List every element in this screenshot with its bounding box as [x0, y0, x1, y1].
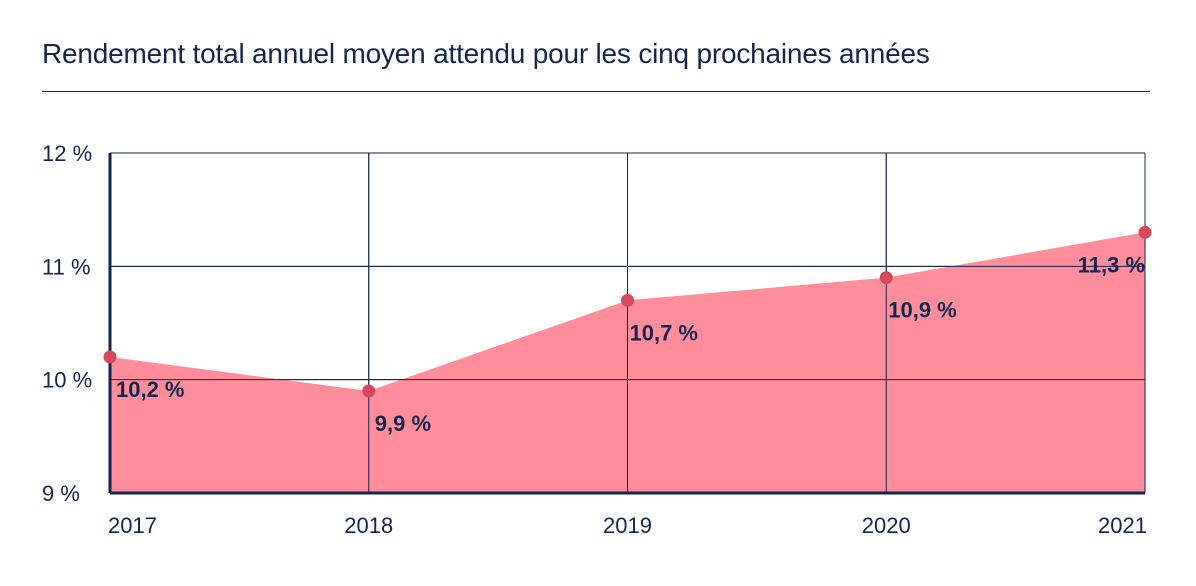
data-point-2019 [621, 293, 634, 307]
tick-labels: 9 % 10 % 11 % 12 % 2017 2018 2019 2020 2021 [42, 141, 1147, 538]
data-label-2017: 10,2 % [116, 377, 185, 402]
data-point-2020 [879, 271, 893, 285]
data-markers [103, 225, 1152, 398]
data-label-2019: 10,7 % [630, 320, 699, 345]
title-divider [42, 91, 1150, 92]
data-label-2020: 10,9 % [888, 298, 957, 323]
data-label-2018: 9,9 % [375, 411, 431, 436]
y-tick-label-11: 11 % [42, 254, 91, 279]
area-series [110, 152, 1146, 494]
x-tick-label-2019: 2019 [603, 513, 652, 538]
data-label-2021: 11,3 % [1078, 252, 1145, 277]
x-tick-label-2017: 2017 [108, 513, 157, 538]
data-point-2018 [362, 384, 376, 398]
x-tick-label-2018: 2018 [344, 513, 393, 538]
x-tick-label-2021: 2021 [1098, 513, 1147, 538]
y-tick-label-10: 10 % [42, 368, 92, 393]
x-tick-label-2020: 2020 [862, 513, 911, 538]
axes [108, 153, 1145, 495]
y-tick-label-9: 9 % [42, 481, 80, 506]
data-point-2021 [1138, 225, 1152, 239]
chart-title: Rendement total annuel moyen attendu pou… [42, 38, 930, 69]
y-tick-label-12: 12 % [42, 141, 92, 166]
data-labels: 10,2 % 9,9 % 10,7 % 10,9 % 11,3 % [116, 252, 1145, 436]
data-point-2017 [103, 350, 117, 364]
